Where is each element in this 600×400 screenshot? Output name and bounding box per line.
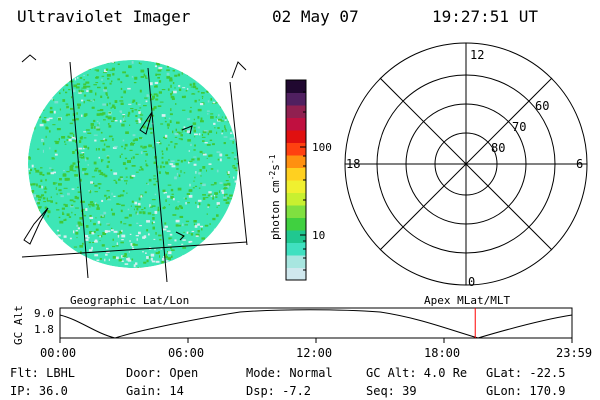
strip-x-tick-2359: 23:59	[556, 346, 592, 360]
colorbar-segment	[286, 192, 306, 206]
strip-label-apex: Apex MLat/MLT	[424, 294, 510, 307]
colorbar-segment	[286, 105, 306, 118]
strip-x-tick-0000: 00:00	[40, 346, 76, 360]
strip-axis-title: GC Alt	[12, 305, 25, 345]
info-dsp: Dsp: -7.2	[246, 384, 312, 398]
colorbar-segment	[286, 255, 306, 268]
colorbar-segment	[286, 142, 306, 156]
info-glat: GLat: -22.5	[486, 366, 566, 380]
instrument-title: Ultraviolet Imager	[17, 7, 191, 26]
colorbar-segment	[286, 92, 306, 106]
colorbar-segment	[286, 205, 306, 218]
info-door: Door: Open	[126, 366, 199, 380]
colorbar-segment	[286, 130, 306, 143]
colorbar-ticks	[300, 91, 306, 271]
polar-label-0: 0	[468, 275, 475, 289]
info-mode: Mode: Normal	[246, 366, 333, 380]
strip-y-top: 9.0	[34, 307, 54, 320]
colorbar-segment	[286, 155, 306, 168]
strip-x-tick-1800: 18:00	[424, 346, 460, 360]
polar-label-60: 60	[535, 99, 549, 113]
colorbar-segment	[286, 167, 306, 181]
info-gain: Gain: 14	[126, 384, 184, 398]
colorbar-segment	[286, 217, 306, 231]
svg-text:photon cm-2s-1: photon cm-2s-1	[268, 154, 282, 240]
altitude-curve	[59, 309, 573, 339]
colorbar-segment	[286, 180, 306, 193]
polar-label-70: 70	[512, 120, 526, 134]
colorbar-tick-10: 10	[312, 229, 325, 242]
strip-label-geographic: Geographic Lat/Lon	[70, 294, 189, 307]
geographic-grid	[21, 54, 248, 283]
polar-label-6: 6	[576, 157, 583, 171]
colorbar-segment	[286, 267, 306, 281]
strip-y-bottom: 1.8	[34, 323, 54, 336]
strip-x-tick-0600: 06:00	[168, 346, 204, 360]
observation-time: 19:27:51 UT	[432, 7, 538, 26]
info-gcalt: GC Alt: 4.0 Re	[366, 366, 468, 380]
colorbar-segment	[286, 80, 306, 93]
polar-label-18: 18	[346, 157, 360, 171]
info-ip: IP: 36.0	[10, 384, 68, 398]
observation-date: 02 May 07	[272, 7, 359, 26]
polar-label-80: 80	[491, 141, 505, 155]
colorbar-segment	[286, 230, 306, 243]
colorbar-segment	[286, 242, 306, 256]
polar-label-12: 12	[470, 48, 484, 62]
info-flt: Flt: LBHL	[10, 366, 76, 380]
info-seq: Seq: 39	[366, 384, 417, 398]
colorbar-segment	[286, 117, 306, 131]
colorbar-tick-100: 100	[312, 141, 332, 154]
strip-x-tick-1200: 12:00	[296, 346, 332, 360]
info-glon: GLon: 170.9	[486, 384, 566, 398]
colorbar-unit-label: photon cm-2s-1	[268, 154, 282, 240]
